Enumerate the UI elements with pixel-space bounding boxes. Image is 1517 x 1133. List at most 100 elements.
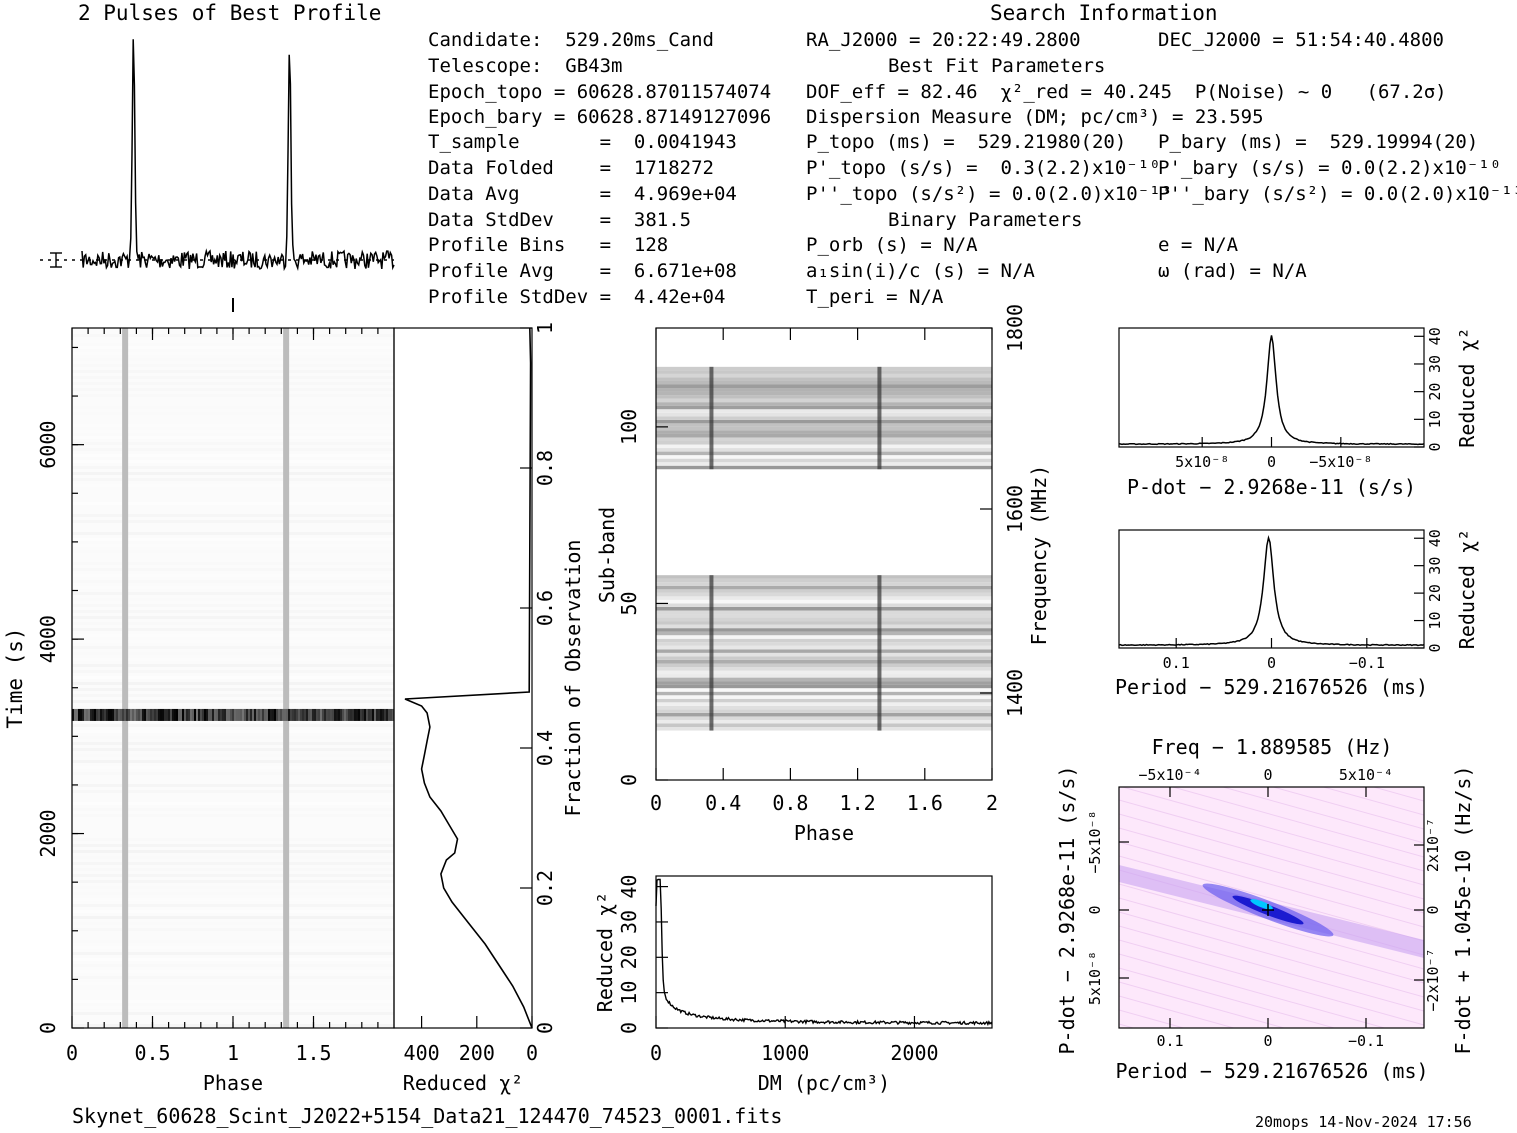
time-phase-rfi <box>80 708 82 721</box>
time-phase-row <box>72 892 394 895</box>
time-phase-rfi <box>300 708 302 721</box>
info-pddot-topo: P''_topo (s/s²) = 0.0(2.0)x10⁻¹³ <box>806 183 1173 205</box>
time-phase-row <box>72 934 394 937</box>
subband-row <box>656 589 992 593</box>
time-phase-rfi <box>194 708 196 721</box>
time-phase-rfi <box>386 708 388 721</box>
time-phase-rfi <box>184 708 186 721</box>
time-phase-rfi <box>90 708 92 721</box>
subband-row <box>656 684 992 689</box>
time-phase-xtick-label: 1.5 <box>295 1041 331 1065</box>
time-phase-ytick-label: 6000 <box>36 421 60 469</box>
time-phase-ytick-label: 4000 <box>36 615 60 663</box>
time-phase-row <box>72 862 394 865</box>
time-phase-rfi <box>164 708 166 721</box>
time-phase-row <box>72 496 394 499</box>
chi-dm-xtick-label: 1000 <box>761 1041 809 1065</box>
time-phase-row <box>72 748 394 751</box>
time-phase-row <box>72 1012 394 1015</box>
time-phase-rfi <box>254 708 256 721</box>
pdot-period-plane <box>1119 787 1424 1028</box>
subband-frame <box>655 327 993 781</box>
time-phase-xlabel: Phase <box>203 1071 263 1095</box>
time-phase-rfi <box>236 708 238 721</box>
info-pddot-bary: P''_bary (s/s²) = 0.0(2.0)x10⁻¹³ <box>1158 183 1517 205</box>
time-phase-row <box>72 472 394 475</box>
subband-row <box>656 599 992 604</box>
subband-row <box>656 409 992 413</box>
subband-row <box>656 370 992 374</box>
time-phase-rfi <box>354 708 356 721</box>
time-phase-row <box>72 952 394 955</box>
time-phase-rfi <box>226 708 228 721</box>
subband-row <box>656 373 992 378</box>
time-phase-row <box>72 478 394 481</box>
chi_vs_period-ytick-label: 0 <box>1426 643 1444 652</box>
chi-fraction-ylabel: Fraction of Observation <box>561 540 585 817</box>
subband-row <box>656 621 992 625</box>
info-data-avg: Data Avg = 4.969e+04 <box>428 183 737 205</box>
subband-row <box>656 398 992 403</box>
time-phase-row <box>72 658 394 661</box>
plane-texture <box>1119 827 1424 914</box>
chi_vs_pdot-xtick-label: 5x10⁻⁸ <box>1175 453 1229 471</box>
chi-dm-ytick-label: 30 <box>617 910 641 934</box>
time-phase-rfi <box>200 708 202 721</box>
plane-texture <box>1221 787 1424 844</box>
time-phase-row <box>72 352 394 355</box>
time-phase-rfi <box>84 708 86 721</box>
plane-texture <box>1119 967 1337 1028</box>
chi-dm-line <box>655 878 993 1027</box>
chi_vs_pdot-ytick-label: 40 <box>1426 327 1444 345</box>
time-phase-row <box>72 766 394 769</box>
plane-ytick-label: 5x10⁻⁸ <box>1086 951 1104 1005</box>
time-phase-rfi <box>376 708 378 721</box>
time-phase-rfi <box>136 708 138 721</box>
chi-fraction-ytick-label: 0.2 <box>533 870 557 906</box>
time-phase-row <box>72 412 394 415</box>
chi-fraction-xtick-label: 200 <box>459 1041 495 1065</box>
time-phase-rfi <box>372 708 374 721</box>
time-phase-row <box>72 844 394 847</box>
time-phase-rfi <box>96 708 98 721</box>
chi_vs_pdot-xtick-label: 0 <box>1267 453 1276 471</box>
time-phase-rfi <box>106 708 108 721</box>
subband-row <box>656 624 992 629</box>
chi-fraction-ytick-label: 0.6 <box>533 590 557 626</box>
subband-xlabel: Phase <box>794 821 854 845</box>
plane-texture <box>1119 799 1424 886</box>
time-phase-rfi <box>312 708 314 721</box>
subband-row <box>656 638 992 643</box>
chi_vs_period-ytick-label: 40 <box>1426 529 1444 547</box>
time-phase-rfi <box>118 708 120 721</box>
time-phase-rfi <box>144 708 146 721</box>
time-phase-rfi <box>142 708 144 721</box>
time-phase-row <box>72 988 394 991</box>
time-phase-rfi <box>198 708 200 721</box>
time-phase-rfi <box>216 708 218 721</box>
plane-topick-label: 0 <box>1263 766 1272 784</box>
subband-row <box>656 705 992 710</box>
plane-xtick-label: −0.1 <box>1348 1032 1384 1050</box>
time-phase-rfi <box>196 708 198 721</box>
subband-row <box>656 667 992 671</box>
chi_vs_pdot-ytick-label: 10 <box>1426 410 1444 428</box>
time-phase-ytick-label: 2000 <box>36 809 60 857</box>
subband-ytick-label: 100 <box>617 409 641 445</box>
time-phase-rfi <box>288 708 290 721</box>
time-phase-row <box>72 928 394 931</box>
plane-ytick-label: 0 <box>1086 905 1104 914</box>
frequency-ytick-label: 1600 <box>1003 485 1027 533</box>
time-phase-rfi <box>220 708 222 721</box>
subband-row <box>656 727 992 731</box>
subband-xtick-label: 2 <box>986 791 998 815</box>
subband-row <box>656 645 992 650</box>
subband-row <box>656 635 992 639</box>
time-phase-rfi <box>272 708 274 721</box>
subband-row <box>656 709 992 713</box>
time-phase-rfi <box>348 708 350 721</box>
time-phase-rfi <box>116 708 118 721</box>
chi_vs_period-ylabel: Reduced χ² <box>1455 529 1479 649</box>
chi-fraction-ytick-label: 0.8 <box>533 450 557 486</box>
